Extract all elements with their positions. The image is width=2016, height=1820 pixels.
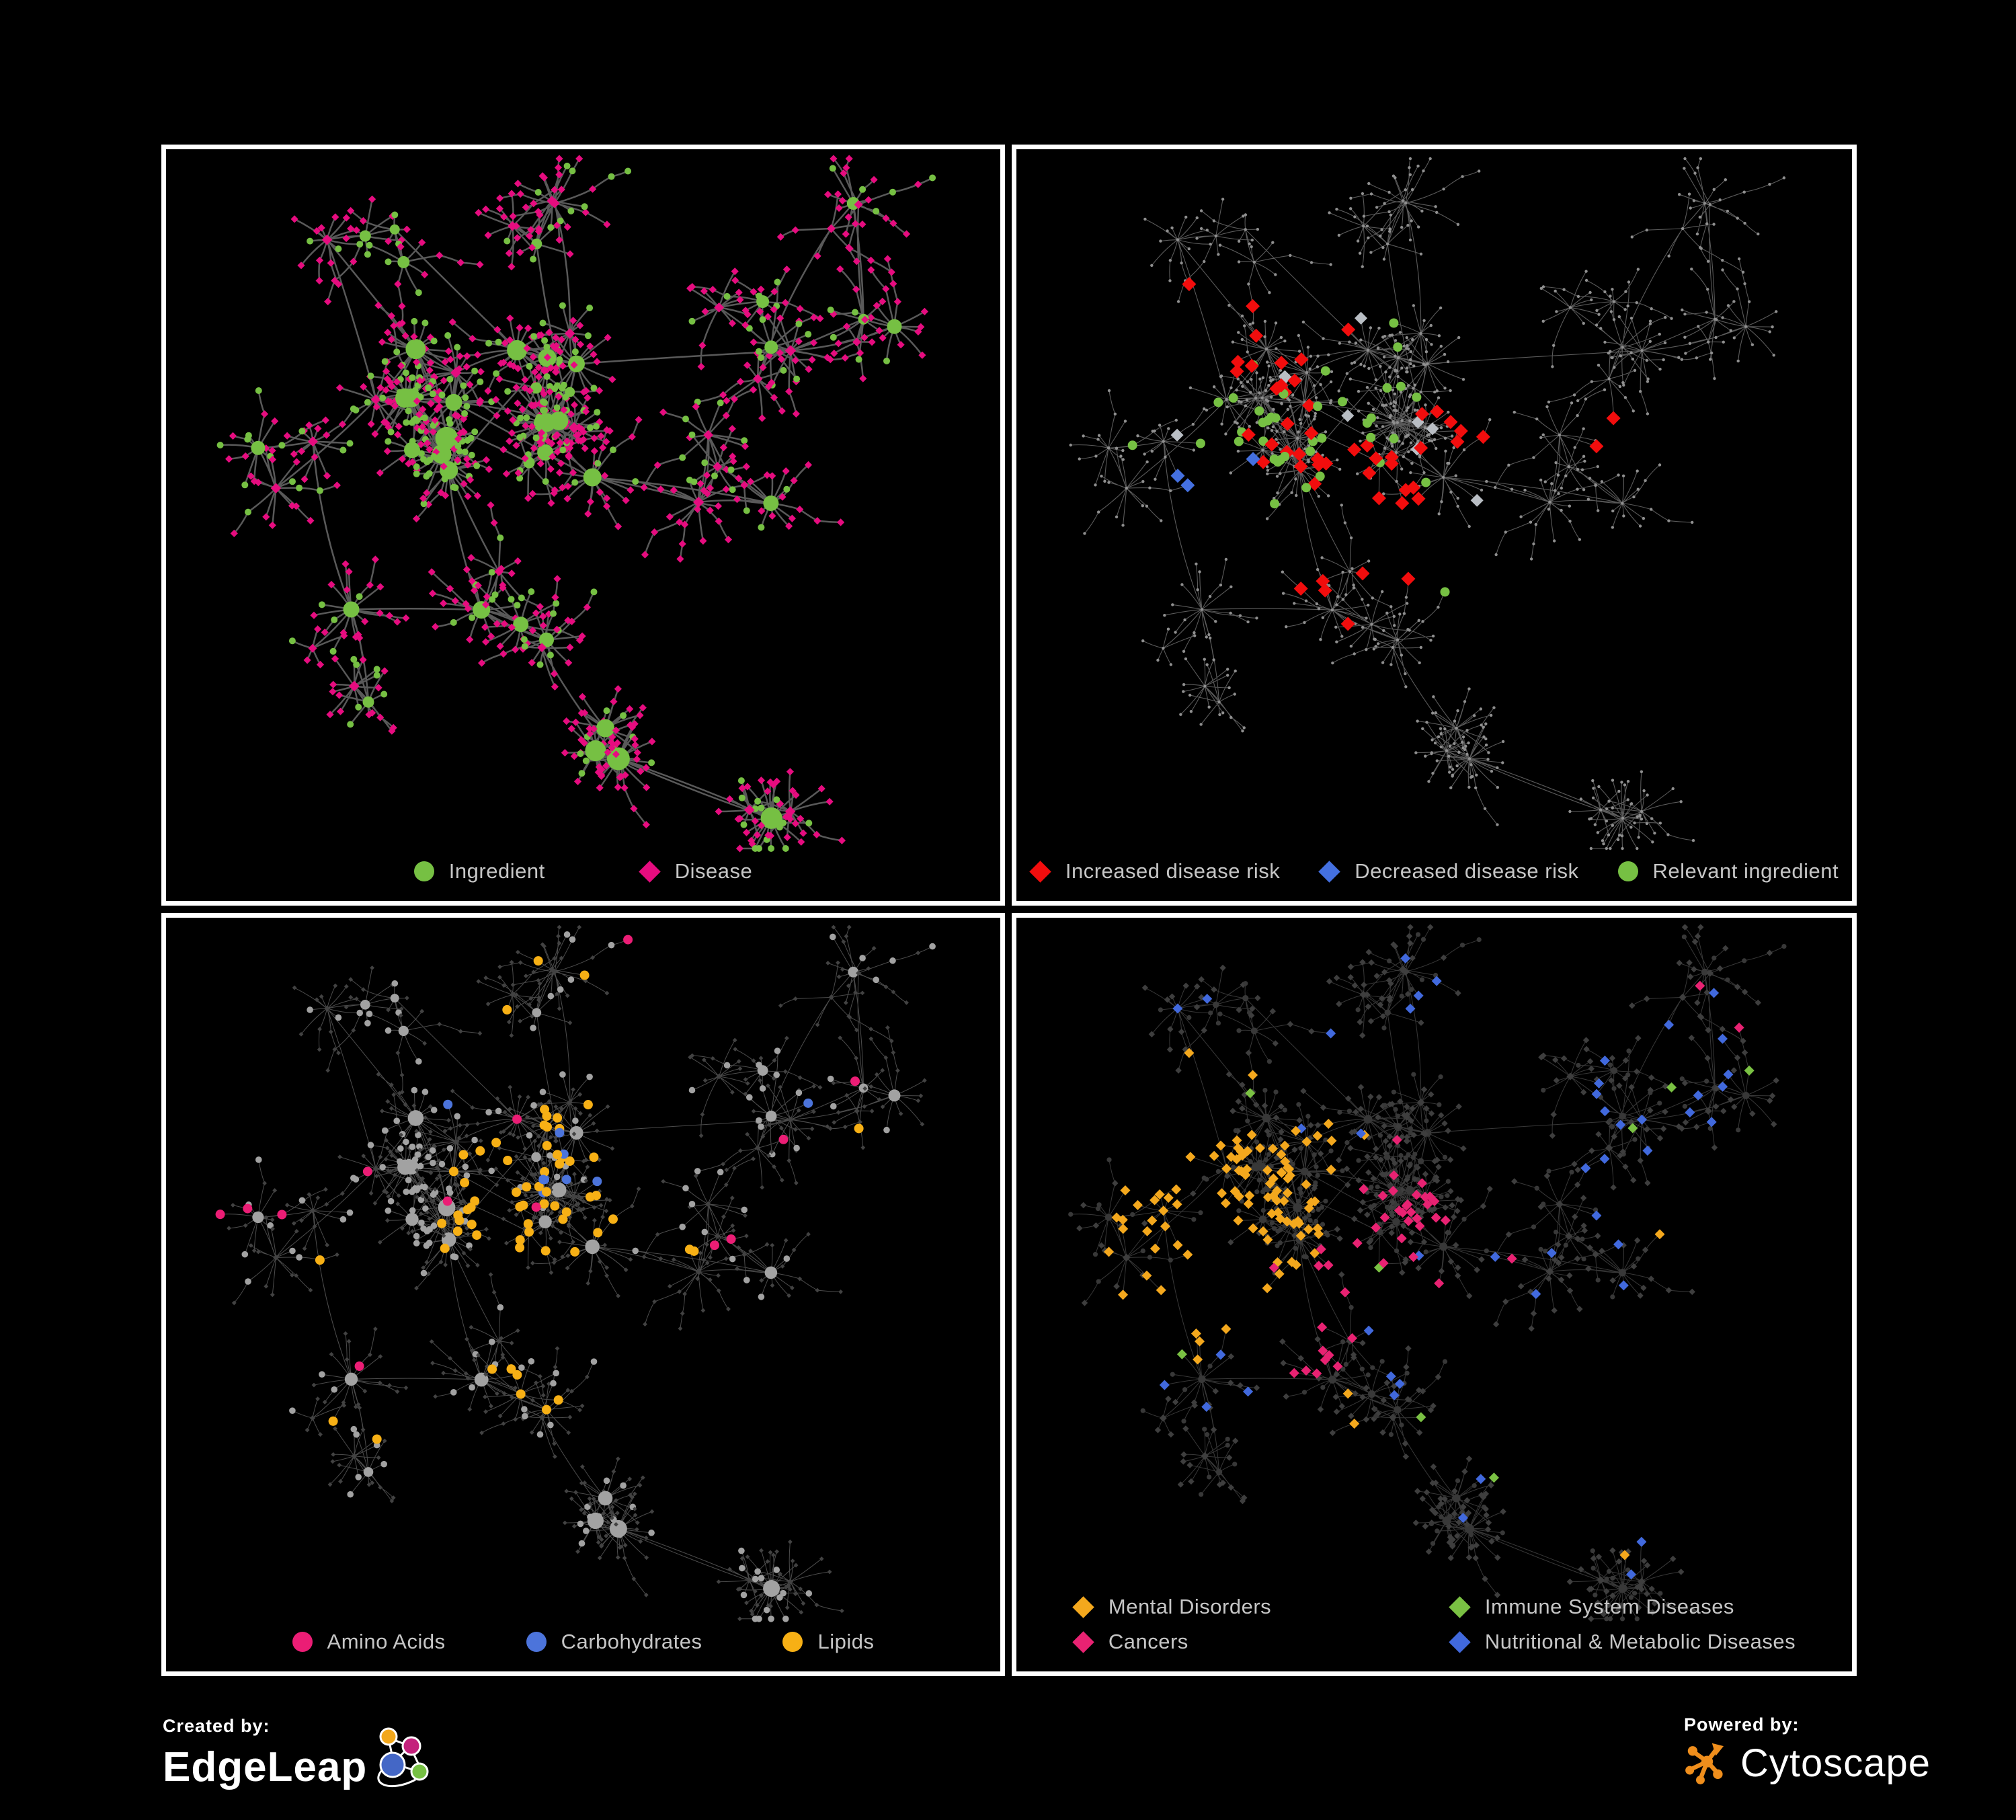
panel-nutrient-classes: Amino Acids Carbohydrates Lipids [161,913,1005,1676]
nutritional-metabolic-diseases-swatch-diamond-icon [1449,1630,1471,1653]
legend-item-cancers: Cancers [1072,1630,1449,1654]
legend-label-relevant-ingredient: Relevant ingredient [1652,859,1839,883]
legend-label-decreased-disease-risk: Decreased disease risk [1355,859,1579,883]
decreased-disease-risk-swatch-diamond-icon [1318,860,1341,883]
edgeleap-wordmark: EdgeLeap [163,1743,368,1790]
legend-label-amino-acids: Amino Acids [327,1630,446,1653]
panel-disease-classes: Mental Disorders Immune System Diseases Ca… [1012,913,1857,1676]
network-graph-nutrient-classes [215,924,936,1622]
powered-by-label: Powered by: [1684,1714,1800,1735]
legend-disease-risk: Increased disease risk Decreased disease … [1016,859,1852,883]
network-graph-disease-classes [1068,924,1787,1622]
legend-item-relevant-ingredient: Relevant ingredient [1617,859,1839,883]
panel-ingredient-disease: Ingredient Disease [161,145,1005,906]
cancers-swatch-diamond-icon [1072,1630,1094,1653]
legend-item-carbohydrates: Carbohydrates [526,1630,702,1654]
legend-label-mental-disorders: Mental Disorders [1108,1595,1272,1618]
amino-acids-swatch-circle-icon [292,1632,313,1652]
created-by-label: Created by: [163,1716,270,1736]
mental-disorders-swatch-diamond-icon [1072,1595,1094,1618]
carbohydrates-swatch-circle-icon [526,1632,547,1652]
lipids-swatch-circle-icon [782,1632,803,1652]
legend-label-nutritional-metabolic-diseases: Nutritional & Metabolic Diseases [1484,1630,1796,1653]
legend-nutrient-classes: Amino Acids Carbohydrates Lipids [166,1630,1000,1654]
cytoscape-logo-icon [1685,1743,1724,1784]
legend-label-immune-system-diseases: Immune System Diseases [1484,1595,1734,1618]
disease-swatch-diamond-icon [638,860,661,883]
legend-item-amino-acids: Amino Acids [292,1630,446,1654]
panel-disease-risk: Increased disease risk Decreased disease … [1012,145,1857,906]
footer: Created by: EdgeLeap Powered by: [0,1681,2016,1820]
ingredient-swatch-circle-icon [413,861,434,881]
legend-item-decreased-disease-risk: Decreased disease risk [1318,859,1579,883]
edgeleap-logo-icon [377,1727,429,1788]
relevant-ingredient-swatch-circle-icon [1617,861,1638,881]
legend-label-carbohydrates: Carbohydrates [561,1630,702,1653]
legend-item-ingredient: Ingredient [413,859,545,883]
legend-item-disease: Disease [638,859,753,883]
legend-label-lipids: Lipids [817,1630,875,1653]
legend-item-nutritional-metabolic-diseases: Nutritional & Metabolic Diseases [1449,1630,1796,1654]
cytoscape-wordmark: Cytoscape [1740,1741,1931,1785]
increased-disease-risk-swatch-diamond-icon [1029,860,1051,883]
legend-label-disease: Disease [674,859,753,883]
legend-item-increased-disease-risk: Increased disease risk [1029,859,1281,883]
legend-label-increased-disease-risk: Increased disease risk [1065,859,1281,883]
legend-label-cancers: Cancers [1108,1630,1188,1653]
network-graph-ingredient-disease [216,155,936,853]
network-graph-disease-risk [1069,157,1786,850]
legend-label-ingredient: Ingredient [448,859,545,883]
legend-ingredient-disease: Ingredient Disease [166,859,1000,883]
legend-disease-classes: Mental Disorders Immune System Diseases Ca… [1016,1595,1852,1654]
legend-item-lipids: Lipids [782,1630,874,1654]
legend-item-immune-system-diseases: Immune System Diseases [1449,1595,1796,1619]
created-by-credit: Created by: EdgeLeap [163,1716,434,1798]
powered-by-credit: Powered by: Cytoscape [1684,1714,1931,1788]
legend-item-mental-disorders: Mental Disorders [1072,1595,1449,1619]
immune-system-diseases-swatch-diamond-icon [1449,1595,1471,1618]
